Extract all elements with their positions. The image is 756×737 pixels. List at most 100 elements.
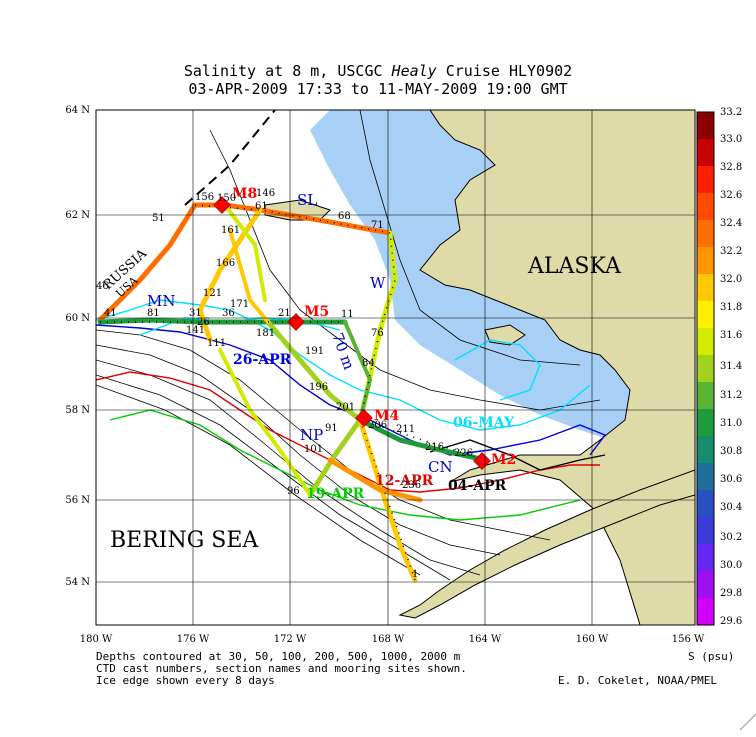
cast-number: 36 (222, 308, 235, 319)
lat-labels: 64 N 62 N 60 N 58 N 56 N 54 N (65, 105, 90, 588)
cast-number: 51 (152, 213, 165, 224)
cast-number: 206 (368, 420, 387, 431)
cast-number: 156 (195, 192, 214, 203)
cast-number: 31 (189, 308, 202, 319)
cast-number: 111 (207, 338, 226, 349)
colorbar-tick: 30.0 (720, 560, 742, 571)
colorbar-tick: 32.6 (720, 190, 742, 201)
cast-number: 76 (371, 328, 384, 339)
lat-label: 60 N (65, 313, 90, 324)
cast-number: 81 (147, 308, 160, 319)
colorbar-cell (697, 544, 714, 572)
cast-number: 201 (336, 402, 355, 413)
cast-number: 41 (104, 308, 117, 319)
colorbar-tick: 29.6 (720, 616, 742, 627)
colorbar-cell (697, 463, 714, 491)
ice-date-26-apr: 26-APR (233, 352, 292, 368)
colorbar-tick: 33.2 (720, 107, 742, 118)
mooring-m2-marker (473, 452, 491, 470)
cast-number: 161 (221, 225, 240, 236)
cast-number: 68 (338, 211, 351, 222)
lat-label: 62 N (65, 210, 90, 221)
cast-number: 91 (325, 423, 338, 434)
mooring-m8-marker (213, 196, 231, 214)
colorbar-tick: 31.8 (720, 302, 742, 313)
section-sl: SL (297, 191, 317, 209)
cast-number: 26 (197, 317, 210, 328)
mooring-m8-label: M8 (232, 186, 257, 202)
colorbar-cell (697, 247, 714, 275)
footer-line-2: CTD cast numbers, section names and moor… (96, 662, 467, 675)
lon-labels: 180 W 176 W 172 W 168 W 164 W 160 W 156 … (80, 634, 705, 645)
footer-notes: Depths contoured at 30, 50, 100, 200, 50… (96, 651, 467, 687)
cast-number: 150 (217, 193, 236, 204)
colorbar-cell (697, 193, 714, 221)
cast-number: 226 (454, 448, 473, 459)
colorbar-cell (697, 328, 714, 356)
colorbar-cell (697, 409, 714, 437)
colorbar-tick: 33.0 (720, 134, 742, 145)
label-alaska: ALASKA (527, 254, 622, 279)
russia-usa-boundary (184, 110, 276, 206)
lat-label: 56 N (65, 495, 90, 506)
colorbar-tick: 31.4 (720, 361, 742, 372)
lat-label: 64 N (65, 105, 90, 116)
lon-label: 172 W (274, 634, 307, 645)
cast-number: 121 (203, 288, 222, 299)
colorbar-tick: 32.2 (720, 246, 742, 257)
section-cn: CN (428, 458, 453, 476)
cast-numbers: 156 150 146 51 61 68 71 161 166 121 171 … (96, 188, 473, 580)
cast-number: 1 (412, 569, 418, 580)
footer-credit: E. D. Cokelet, NOAA/PMEL (558, 674, 717, 687)
cast-number: 181 (256, 328, 275, 339)
map-frame (95, 109, 696, 626)
cast-number: 166 (216, 258, 235, 269)
colorbar-cell (697, 436, 714, 464)
colorbar-tick: 29.8 (720, 588, 742, 599)
colorbar-tick: 30.6 (720, 474, 742, 485)
cast-number: 11 (341, 309, 354, 320)
colorbar-cell (697, 490, 714, 518)
colorbar-cell (697, 598, 714, 626)
lat-label: 58 N (65, 405, 90, 416)
cast-number: 191 (305, 346, 324, 357)
salinity-colorbar: 33.2 33.0 32.8 32.6 32.4 32.2 32.0 31.8 … (696, 107, 742, 627)
lon-label: 176 W (177, 634, 210, 645)
cast-number: 96 (287, 486, 300, 497)
lon-label: 168 W (372, 634, 405, 645)
cast-number: 84 (362, 358, 375, 369)
colorbar-tick: 32.8 (720, 162, 742, 173)
colorbar-unit: S (psu) (688, 650, 735, 663)
lon-label: 164 W (469, 634, 502, 645)
colorbar-cell (697, 220, 714, 248)
footer-line-1: Depths contoured at 30, 50, 100, 200, 50… (96, 650, 461, 663)
colorbar-cell (697, 355, 714, 383)
title-line-2: 03-APR-2009 17:33 to 11-MAY-2009 19:00 G… (188, 80, 568, 98)
colorbar-cells (697, 112, 714, 626)
cast-number: 171 (230, 299, 249, 310)
alaska-peninsula (398, 469, 695, 619)
cast-number: 236 (402, 480, 421, 491)
colorbar-cell (697, 112, 714, 140)
colorbar-tick-labels: 33.2 33.0 32.8 32.6 32.4 32.2 32.0 31.8 … (720, 107, 742, 627)
cast-number: 46 (96, 281, 109, 292)
colorbar-tick: 30.2 (720, 532, 742, 543)
colorbar-cell (697, 301, 714, 329)
cast-number: 146 (256, 188, 275, 199)
colorbar-cell (697, 166, 714, 194)
colorbar-cell (697, 517, 714, 545)
colorbar-tick: 30.8 (720, 446, 742, 457)
cast-number: 216 (425, 442, 444, 453)
mooring-m2-label: M2 (491, 452, 516, 468)
section-mn: MN (147, 292, 175, 310)
mooring-m5-label: M5 (304, 304, 329, 320)
colorbar-tick: 31.2 (720, 390, 742, 401)
footer-line-3: Ice edge shown every 8 days (96, 674, 275, 687)
colorbar-cell (697, 571, 714, 599)
colorbar-cell (697, 382, 714, 410)
cast-number: 141 (186, 325, 205, 336)
colorbar-frame (696, 111, 715, 626)
graticule (96, 110, 695, 625)
colorbar-tick: 30.4 (720, 502, 742, 513)
ice-date-04-apr: 04-APR (448, 478, 507, 494)
